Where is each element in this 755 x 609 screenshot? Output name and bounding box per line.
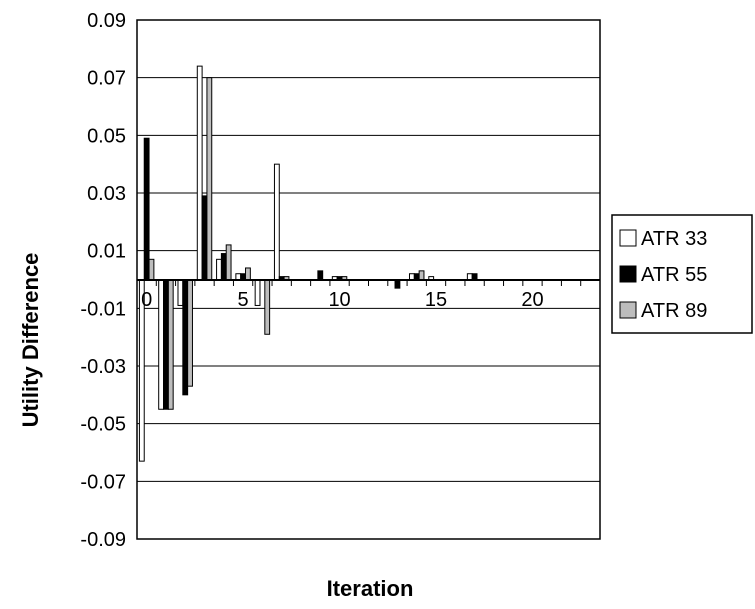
bar-atr-55 xyxy=(220,253,227,281)
bar-atr-55 xyxy=(182,279,189,396)
y-tick-label: 0.09 xyxy=(87,10,126,32)
y-tick-label: -0.03 xyxy=(80,356,126,378)
legend: ATR 33 ATR 55 ATR 89 xyxy=(611,214,753,334)
bar-atr-89 xyxy=(187,279,193,387)
bar-atr-89 xyxy=(418,270,425,281)
legend-label: ATR 89 xyxy=(641,300,707,322)
legend-swatch xyxy=(619,265,637,283)
x-tick-label: 10 xyxy=(328,289,350,311)
y-tick-label: -0.01 xyxy=(80,298,126,320)
bar-atr-89 xyxy=(245,267,251,281)
bar-atr-55 xyxy=(143,137,150,281)
bar-atr-33 xyxy=(254,279,261,306)
bar-atr-55 xyxy=(201,195,208,281)
bar-atr-89 xyxy=(264,279,271,335)
tick-labels: 0.09 0.07 0.05 0.03 0.01 -0.01 -0.03 -0.05 -0.07… xyxy=(80,10,543,551)
x-tick-label: 20 xyxy=(521,289,543,311)
y-tick-label: -0.05 xyxy=(80,414,126,436)
y-tick-label: -0.07 xyxy=(80,471,126,493)
y-tick-label: -0.09 xyxy=(80,529,126,551)
bar-atr-89 xyxy=(148,258,155,281)
legend-label: ATR 33 xyxy=(641,228,707,250)
bar-atr-33 xyxy=(177,279,184,306)
legend-label: ATR 55 xyxy=(641,264,707,286)
bar-atr-33 xyxy=(216,258,222,281)
bar-atr-55 xyxy=(317,270,324,281)
bars xyxy=(138,65,478,462)
y-tick-label: 0.07 xyxy=(87,68,126,90)
bar-atr-33 xyxy=(196,65,203,281)
bar-atr-89 xyxy=(167,279,174,410)
y-tick-label: 0.05 xyxy=(87,125,126,147)
legend-swatch xyxy=(619,301,637,319)
x-axis-title: Iteration xyxy=(327,576,414,601)
legend-swatch xyxy=(619,229,637,247)
bar-atr-55 xyxy=(163,279,169,410)
bar-atr-33 xyxy=(273,163,280,281)
x-tick-label: 0 xyxy=(141,289,152,311)
bar-atr-33 xyxy=(158,279,165,410)
x-tick-label: 5 xyxy=(238,289,249,311)
y-axis-title: Utility Difference xyxy=(18,253,43,428)
x-tick-label: 15 xyxy=(425,289,447,311)
axes xyxy=(136,19,601,540)
y-tick-label: 0.01 xyxy=(87,241,126,263)
y-tick-label: 0.03 xyxy=(87,183,126,205)
bar-atr-89 xyxy=(225,244,232,281)
bar-atr-89 xyxy=(206,77,213,281)
bar-atr-55 xyxy=(394,279,401,289)
